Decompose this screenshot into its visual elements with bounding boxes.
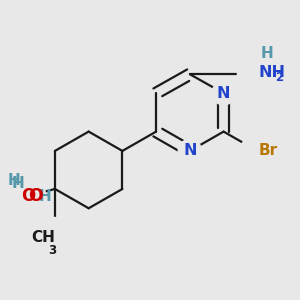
Text: H: H xyxy=(39,189,52,204)
Text: N: N xyxy=(183,143,196,158)
Circle shape xyxy=(178,139,202,163)
Circle shape xyxy=(9,178,46,215)
Circle shape xyxy=(12,181,43,212)
Text: NH: NH xyxy=(259,65,286,80)
Circle shape xyxy=(38,220,72,254)
Circle shape xyxy=(241,134,274,168)
Text: Br: Br xyxy=(259,143,278,158)
Text: H: H xyxy=(11,176,24,191)
Text: H: H xyxy=(8,173,21,188)
Text: 3: 3 xyxy=(48,244,56,257)
Text: 2: 2 xyxy=(275,71,283,84)
Circle shape xyxy=(212,82,235,105)
Circle shape xyxy=(35,218,75,257)
Text: N: N xyxy=(217,86,230,101)
Text: CH: CH xyxy=(31,230,55,245)
Circle shape xyxy=(237,54,277,94)
Text: O: O xyxy=(21,187,35,205)
Text: O: O xyxy=(28,187,43,205)
Text: H: H xyxy=(260,46,273,61)
